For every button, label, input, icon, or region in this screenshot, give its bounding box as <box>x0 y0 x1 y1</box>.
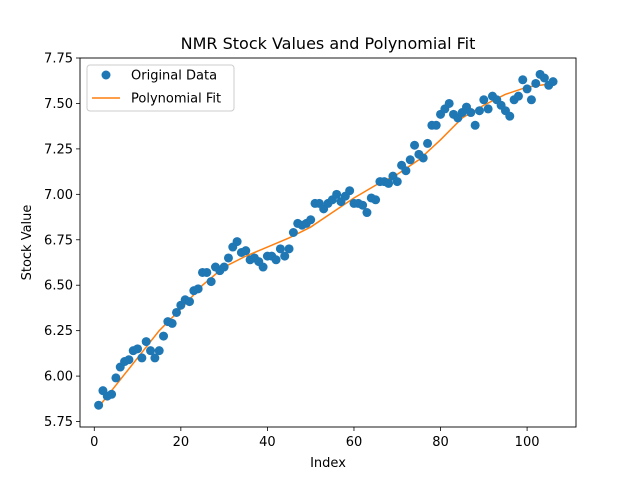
data-point <box>418 153 428 163</box>
data-point <box>345 186 355 196</box>
x-tick-label: 20 <box>173 435 190 450</box>
data-point <box>223 253 233 263</box>
data-point <box>548 77 558 87</box>
legend: Original Data Polynomial Fit <box>86 64 235 112</box>
x-axis-label: Index <box>310 456 346 471</box>
chart-title: NMR Stock Values and Polynomial Fit <box>181 34 476 53</box>
data-point <box>219 262 229 272</box>
data-point <box>137 353 147 363</box>
y-tick-label: 7.50 <box>44 97 73 112</box>
data-point <box>405 155 415 165</box>
data-point <box>392 177 402 187</box>
data-point <box>306 215 316 225</box>
data-point <box>401 166 411 176</box>
data-point <box>167 318 177 328</box>
y-tick-label: 7.75 <box>44 52 73 67</box>
y-tick-label: 6.50 <box>44 279 73 294</box>
data-point <box>241 246 251 256</box>
data-point <box>172 307 182 317</box>
data-point <box>150 353 160 363</box>
data-point <box>288 228 298 237</box>
data-point <box>111 373 121 383</box>
y-tick-label: 7.00 <box>44 188 73 203</box>
data-point <box>94 400 104 410</box>
data-point <box>206 277 216 287</box>
data-point <box>185 297 194 307</box>
data-point <box>522 84 532 94</box>
polynomial-fit-line <box>98 82 554 408</box>
data-point <box>431 120 441 130</box>
x-tick-label: 60 <box>346 435 363 450</box>
data-point <box>526 95 536 105</box>
data-point <box>332 189 342 199</box>
data-point <box>518 75 528 85</box>
data-point <box>275 244 285 254</box>
data-point <box>371 195 381 205</box>
y-tick-label: 5.75 <box>44 415 73 430</box>
data-point <box>531 78 541 88</box>
data-point <box>505 111 515 121</box>
x-tick-label: 100 <box>515 435 540 450</box>
data-point <box>154 346 164 356</box>
data-point <box>258 262 268 272</box>
data-point <box>202 267 212 277</box>
fit-line-layer <box>98 82 554 408</box>
data-point <box>539 73 549 83</box>
plot-frame <box>79 57 577 428</box>
data-point <box>423 138 433 148</box>
legend-label-polynomial-fit: Polynomial Fit <box>131 92 221 107</box>
data-point <box>159 331 169 341</box>
data-point <box>107 389 117 399</box>
legend-box <box>86 64 235 112</box>
plot-area <box>80 58 576 427</box>
data-point <box>358 200 368 210</box>
data-point <box>280 251 290 261</box>
y-tick-label: 6.25 <box>44 324 73 339</box>
data-point <box>474 106 484 116</box>
data-point <box>384 178 394 188</box>
x-tick-label: 40 <box>259 435 276 450</box>
data-point <box>466 108 476 118</box>
data-point <box>146 346 156 356</box>
data-point <box>133 344 143 354</box>
data-point <box>362 208 372 218</box>
y-tick-label: 7.25 <box>44 142 73 157</box>
x-tick-label: 0 <box>90 435 98 450</box>
data-point <box>470 120 480 130</box>
data-point <box>513 91 523 101</box>
legend-label-original-data: Original Data <box>131 69 217 84</box>
data-point <box>141 337 151 347</box>
data-point <box>232 237 242 247</box>
data-point <box>124 355 134 365</box>
legend-marker-original-data <box>101 70 111 80</box>
data-point <box>444 98 454 108</box>
data-point <box>410 140 420 150</box>
y-tick-label: 6.00 <box>44 370 73 385</box>
data-point <box>271 255 281 265</box>
y-tick-label: 6.75 <box>44 233 73 248</box>
x-axis: 0 20 40 60 80 100 <box>90 427 540 450</box>
data-point <box>479 95 489 105</box>
y-axis: 5.75 6.00 6.25 6.50 6.75 7.00 7.25 7.50 7.75 <box>44 52 80 430</box>
data-point <box>284 244 294 254</box>
y-axis-label: Stock Value <box>20 205 35 281</box>
x-tick-label: 80 <box>432 435 449 450</box>
data-point <box>483 104 493 114</box>
data-point <box>193 284 203 294</box>
data-points-layer <box>94 69 558 410</box>
